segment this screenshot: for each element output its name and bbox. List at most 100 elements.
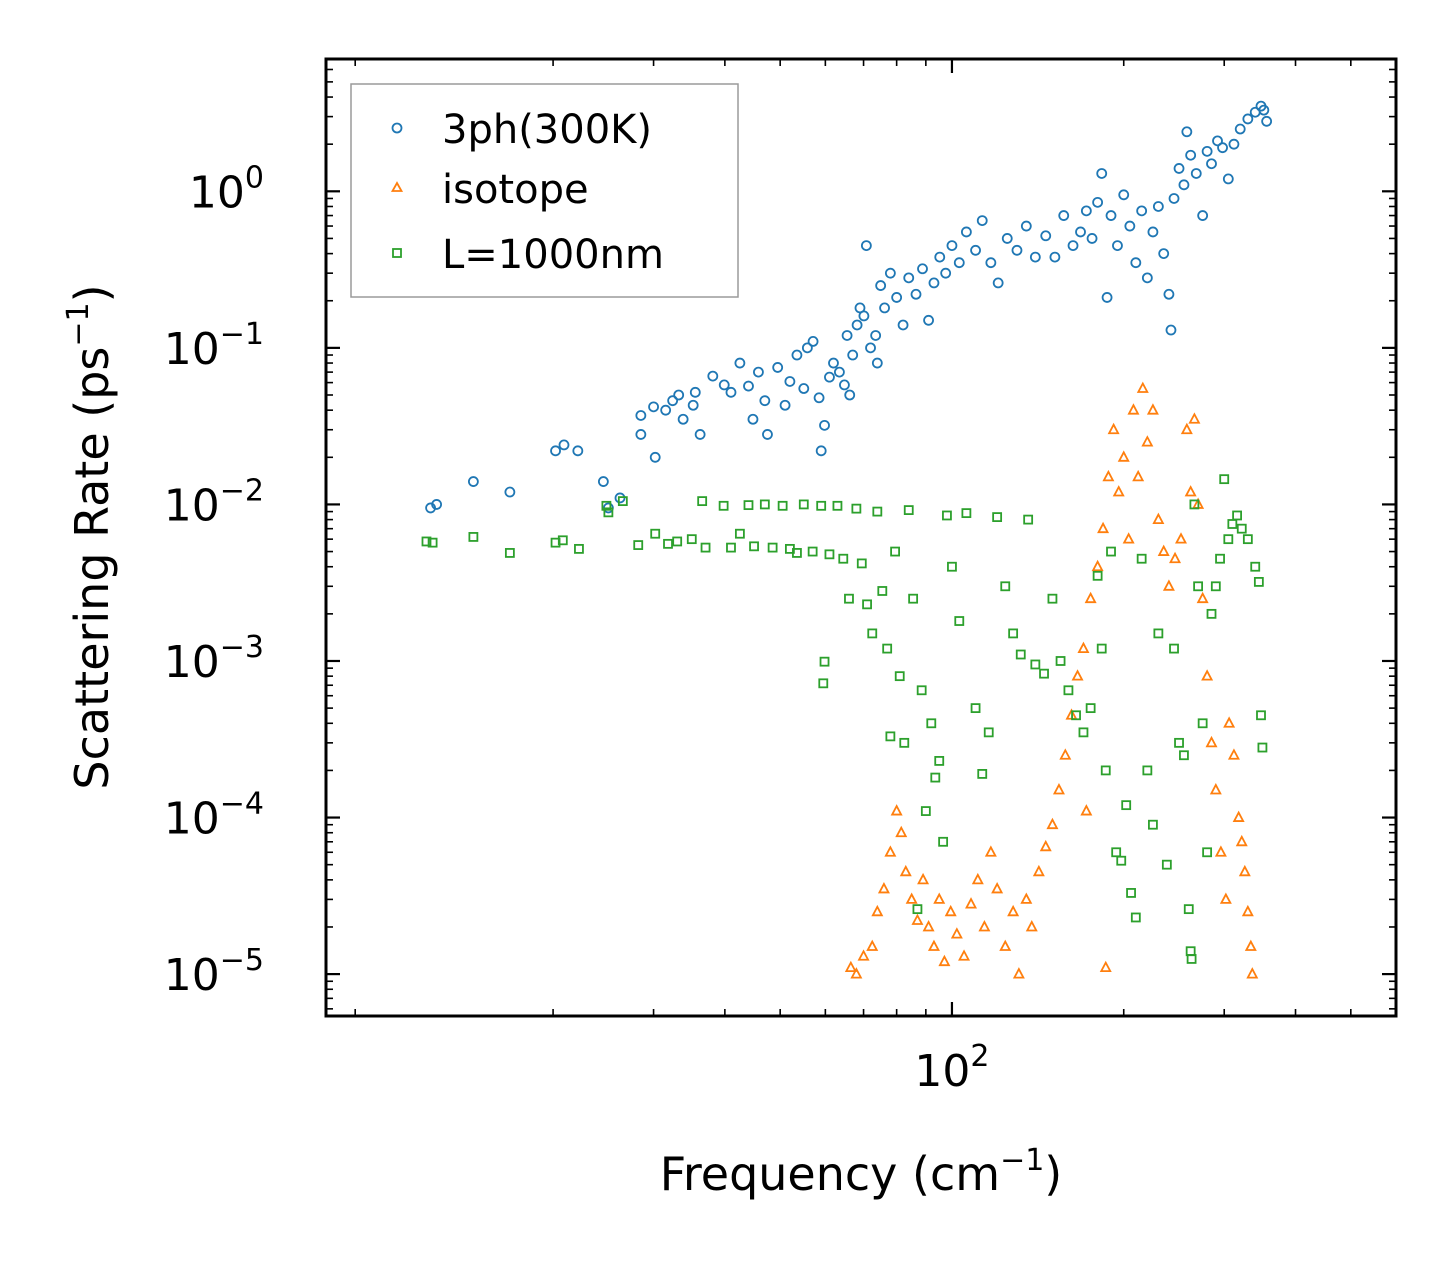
point-square [1206,608,1217,619]
point-square [1256,710,1266,721]
point-circle [1158,248,1170,260]
point-square [832,500,843,511]
point-circle [1181,126,1193,138]
point-triangle [1196,591,1209,604]
point-square [759,499,770,510]
point-circle [558,439,570,451]
point-circle [1163,288,1175,300]
point-triangle [1117,450,1130,462]
point-circle [1029,251,1041,263]
point-circle [801,342,813,354]
point-triangle [1059,748,1072,760]
point-triangle [938,954,951,967]
point-triangle [922,920,935,932]
point-circle [903,272,915,284]
point-circle [871,357,883,369]
point-circle [1165,324,1177,336]
point-circle [1261,115,1273,127]
legend-box [350,83,739,298]
point-circle [1152,201,1164,212]
point-triangle [884,845,897,857]
point-square [1232,510,1242,521]
point-triangle [857,949,870,961]
point-circle [923,314,934,326]
point-circle [934,251,946,263]
point-square [557,535,568,546]
legend: 3ph(300K) isotope L=1000nm [350,83,739,298]
point-circle [798,383,810,394]
point-triangle [1246,967,1259,979]
point-circle [504,486,516,498]
point-triangle [965,897,978,909]
point-triangle [1102,469,1115,482]
point-triangle [927,939,940,951]
legend-marker-isotope [390,181,404,192]
point-circle [649,451,661,463]
point-circle [1217,142,1228,154]
point-square [1023,514,1034,525]
point-circle [597,476,609,487]
point-square [903,505,914,515]
point-triangle [1223,716,1236,728]
point-circle [689,386,701,398]
point-square [1179,750,1189,761]
point-circle [1258,104,1270,116]
point-triangle [1091,559,1104,572]
point-circle [1124,220,1136,232]
point-square [1169,643,1179,654]
point-circle [897,319,909,331]
point-square [882,643,893,654]
point-square [1257,742,1268,753]
point-circle [784,376,796,387]
point-circle [976,215,988,226]
point-square [686,534,697,545]
point-square [824,549,835,560]
point-circle [1228,138,1240,150]
point-circle [946,240,958,252]
point-triangle [899,864,912,877]
point-circle [747,413,759,425]
point-triangle [1157,544,1170,556]
point-square [798,499,809,510]
point-square [1055,656,1066,666]
point-triangle [971,872,984,885]
point-circle [858,310,870,322]
point-triangle [1141,435,1154,447]
point-triangle [917,872,930,885]
point-square [427,537,438,548]
point-triangle [1127,403,1140,415]
point-triangle [1180,422,1193,435]
point-circle [1206,158,1217,170]
point-circle [1101,292,1113,303]
point-square [504,548,515,558]
point-circle [847,349,859,361]
point-triangle [1232,810,1245,822]
point-square [877,586,888,596]
point-circle [1190,168,1202,179]
point-triangle [1201,669,1214,681]
point-circle [884,267,896,279]
point-square [970,703,981,714]
point-circle [1178,179,1190,191]
point-square [992,512,1003,522]
point-square [1015,649,1026,660]
y-axis-label: Scattering Rate (ps−1) [61,284,119,789]
point-circle [648,401,659,413]
point-square [947,561,957,572]
point-triangle [1244,939,1257,951]
point-square [1189,499,1200,510]
point-square [1227,519,1238,529]
point-triangle [1209,783,1222,795]
point-triangle [1146,403,1159,415]
point-triangle [1097,521,1110,534]
point-triangle [1099,960,1112,973]
point-square [663,538,673,549]
point-square [818,678,829,689]
point-square [954,616,965,626]
x-minor-ticks [325,59,1397,1016]
point-square [1210,581,1221,592]
point-square [856,558,867,569]
point-square [1186,954,1197,964]
point-triangle [1205,735,1218,748]
